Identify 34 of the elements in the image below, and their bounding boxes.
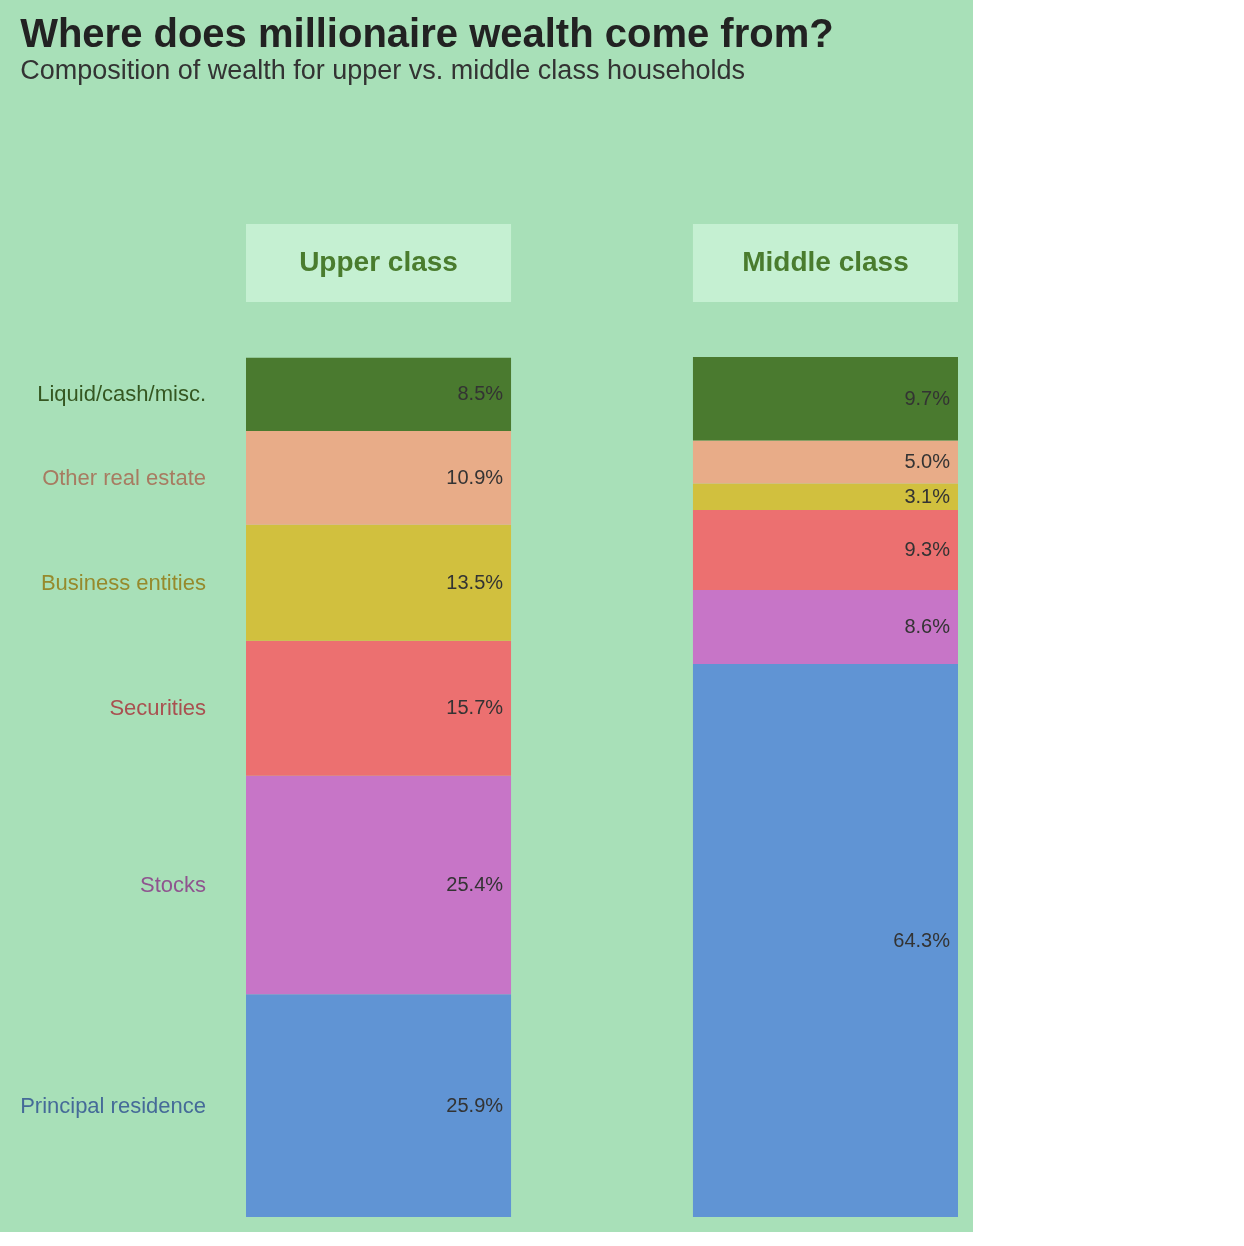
data-label: 8.6% <box>904 615 951 638</box>
bar <box>246 994 512 1217</box>
data-label: 25.9% <box>446 1093 504 1116</box>
chart-title: Where does millionaire wealth come from? <box>20 11 834 55</box>
bar <box>246 640 512 776</box>
bar <box>246 524 512 641</box>
data-label: 9.3% <box>904 538 951 561</box>
data-label: 8.5% <box>457 382 504 405</box>
data-label: 25.4% <box>446 873 504 896</box>
bar <box>246 430 512 525</box>
bar <box>692 357 958 441</box>
bar <box>246 357 512 431</box>
data-label: 5.0% <box>904 449 951 472</box>
data-label: 9.7% <box>904 386 951 409</box>
data-label: 15.7% <box>446 696 504 719</box>
data-label: 3.1% <box>904 484 951 507</box>
series-label: Business entities <box>40 569 206 595</box>
x-tick-label: Upper class <box>299 246 458 277</box>
data-label: 64.3% <box>893 928 951 951</box>
bar <box>246 775 512 995</box>
series-label: Principal residence <box>20 1092 206 1118</box>
series-label: Liquid/cash/misc. <box>37 381 206 407</box>
data-label: 13.5% <box>446 570 504 593</box>
series-label: Securities <box>109 695 206 721</box>
series-label: Stocks <box>139 872 206 898</box>
bar <box>692 510 958 591</box>
x-tick-label: Middle class <box>742 246 909 277</box>
bar <box>692 440 958 484</box>
bar <box>692 590 958 665</box>
chart-subtitle: Composition of wealth for upper vs. middle class households <box>20 55 745 85</box>
bar <box>692 664 958 1217</box>
data-label: 10.9% <box>446 465 504 488</box>
series-label: Other real estate <box>42 464 206 490</box>
bar <box>692 483 958 511</box>
